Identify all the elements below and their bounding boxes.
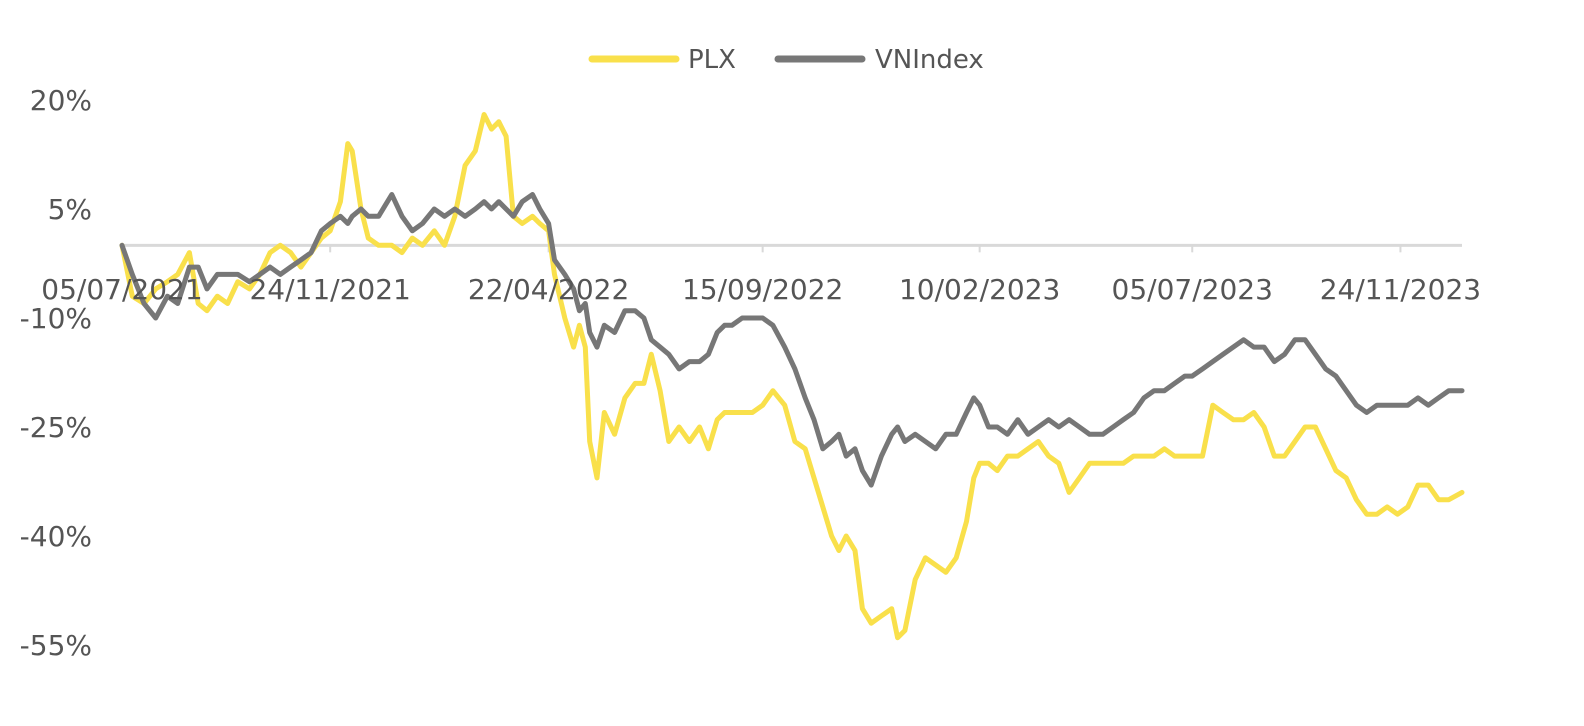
x-tick-label: 24/11/2023: [1320, 273, 1481, 306]
x-tick-label: 10/02/2023: [899, 273, 1060, 306]
x-tick-label: 22/04/2022: [468, 273, 629, 306]
x-tick-label: 05/07/2023: [1112, 273, 1273, 306]
x-tick-label: 05/07/2021: [41, 273, 202, 306]
y-tick-label: -40%: [20, 520, 92, 553]
series-line-vnindex: [119, 192, 1465, 488]
y-axis: 20% 5% -10% -25% -40% -55%: [20, 84, 92, 662]
y-tick-label: 20%: [30, 84, 92, 117]
legend: PLX VNIndex: [588, 45, 984, 75]
x-tick-label: 24/11/2021: [249, 273, 410, 306]
y-tick-label: 5%: [48, 193, 92, 226]
y-tick-label: -25%: [20, 411, 92, 444]
y-tick-label: -55%: [20, 629, 92, 662]
x-axis-labels: 05/07/2021 24/11/2021 22/04/2022 15/09/2022…: [41, 273, 1481, 306]
series-layer: [119, 112, 1465, 641]
legend-label-vnindex: VNIndex: [875, 45, 984, 75]
y-tick-label: -10%: [20, 302, 92, 335]
series-line-plx: [119, 112, 1465, 641]
x-tick-label: 15/09/2022: [682, 273, 843, 306]
legend-label-plx: PLX: [688, 45, 736, 75]
